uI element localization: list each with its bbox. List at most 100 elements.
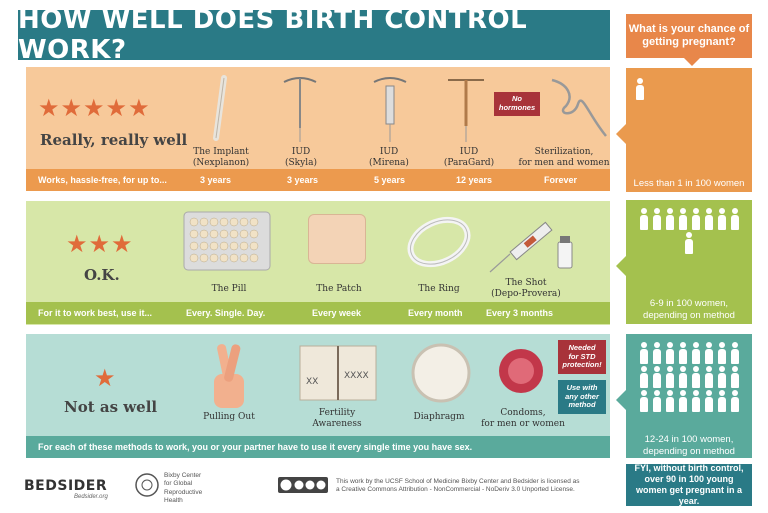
method-duration: Every 3 months [486,308,554,318]
method-name: The Pill [211,284,247,294]
woman-figure-icon [678,342,687,364]
woman-figure-icon [665,342,674,364]
chance-text: Less than 1 in 100 women [633,178,745,189]
woman-figure-icon [639,366,648,388]
method-duration: Every month [408,308,463,318]
iud-mirena-icon [373,77,407,142]
pill-pack-icon [183,211,271,271]
method-name: The Shot (Depo-Provera) [491,278,561,300]
woman-figure-icon [691,390,700,412]
woman-figure-icon [685,232,693,254]
fyi-box: FYI, without birth control, over 90 in 1… [626,463,752,506]
method-duration: Every week [312,308,362,318]
woman-figure-icon [639,208,648,230]
tier-bar-text: For each of these methods to work, you o… [38,442,473,452]
woman-figure-icon [691,342,700,364]
method-name: Fertility Awareness [312,408,362,430]
bixby-center-name: Bixby Center for Global Reproductive Hea… [164,472,203,505]
method-name: The Patch [316,284,362,294]
bedsider-url: Bedsider.org [74,494,108,500]
condom-icon [499,349,543,393]
method-name: Diaphragm [413,412,465,422]
woman-figure-icon [704,390,713,412]
syringe-icon [489,221,573,273]
chance-box-1: Less than 1 in 100 women [616,68,752,192]
bixby-logo-icon [135,473,159,497]
chance-box-3: 12-24 in 100 women, depending on method [616,334,752,458]
use-with-other-badge: Use with any other method [558,380,606,414]
method-duration: Every. Single. Day. [186,308,266,318]
woman-figure-icon [704,366,713,388]
method-name: Sterilization, for men and women [518,147,610,169]
fertility-calendar-icon: XX XXXX [299,345,377,401]
ring-icon [407,216,471,268]
woman-figure-icon [652,366,661,388]
iud-skyla-icon [283,77,317,142]
woman-figure-icon [665,390,674,412]
woman-figure-icon [639,342,648,364]
woman-figure-icon [730,390,739,412]
woman-figure-icon [717,366,726,388]
woman-figure-icon [730,342,739,364]
woman-figure-icon [730,366,739,388]
woman-figures [626,342,752,412]
tier-bar-3 [26,436,610,458]
woman-figure-icon [678,366,687,388]
woman-figure-icon [665,208,674,230]
tier-bar-text: For it to work best, use it... [38,308,153,318]
method-duration: Forever [544,175,578,185]
woman-figure-icon [704,342,713,364]
crossed-fingers-icon [214,344,244,408]
sterilization-knot-icon [551,78,607,137]
method-duration: 5 years [374,175,406,185]
woman-figure-icon [636,78,644,100]
star-rating-icon: ★★★ [66,231,134,258]
chance-text: 12-24 in 100 women, depending on method [643,434,735,457]
method-duration: 12 years [456,175,493,185]
tier-bar-text: Works, hassle-free, for up to... [38,175,167,185]
chance-text: 6-9 in 100 women, depending on method [643,298,735,321]
diaphragm-icon [411,343,471,403]
woman-figure-icon [717,342,726,364]
tier-rating: Really, really well [40,131,188,149]
patch-icon [308,214,366,264]
woman-figure-icon [678,390,687,412]
chance-question: What is your chance of getting pregnant? [626,14,752,66]
woman-figure-icon [652,208,661,230]
no-hormones-badge: No hormones [494,92,540,116]
woman-figure-icon [652,390,661,412]
method-duration: 3 years [287,175,319,185]
woman-figure-icon [665,366,674,388]
star-rating-icon: ★ [94,365,117,392]
method-name: IUD (Skyla) [285,147,317,169]
svg-text:XXXX: XXXX [344,371,369,381]
woman-figure-icon [704,208,713,230]
bedsider-logo: BEDSIDER [24,478,108,494]
method-name: The Ring [418,284,460,294]
method-name: IUD (Mirena) [369,147,409,169]
method-name: Pulling Out [203,412,255,422]
page-title: HOW WELL DOES BIRTH CONTROL WORK? [18,5,610,65]
star-rating-icon: ★★★★★ [38,95,151,122]
tier-bar-2 [26,302,610,324]
creative-commons-icon [278,477,328,493]
license-text: This work by the UCSF School of Medicine… [336,478,580,494]
svg-text:XX: XX [306,377,318,387]
method-duration: 3 years [200,175,232,185]
tier-rating: O.K. [84,266,120,284]
method-name: Condoms, for men or women [481,408,565,430]
woman-figure-icon [691,208,700,230]
woman-figure-icon [639,390,648,412]
woman-figure-icon [730,208,739,230]
woman-figures [626,208,752,254]
tier-rating: Not as well [64,398,158,416]
chance-box-2: 6-9 in 100 women, depending on method [616,200,752,324]
std-protection-badge: Needed for STD protection! [558,340,606,374]
iud-paragard-icon [448,79,484,142]
woman-figure-icon [717,390,726,412]
woman-figure-icon [691,366,700,388]
woman-figure-icon [678,208,687,230]
implant-icon [213,75,227,141]
tier-bar-1 [26,169,610,191]
woman-figure-icon [717,208,726,230]
